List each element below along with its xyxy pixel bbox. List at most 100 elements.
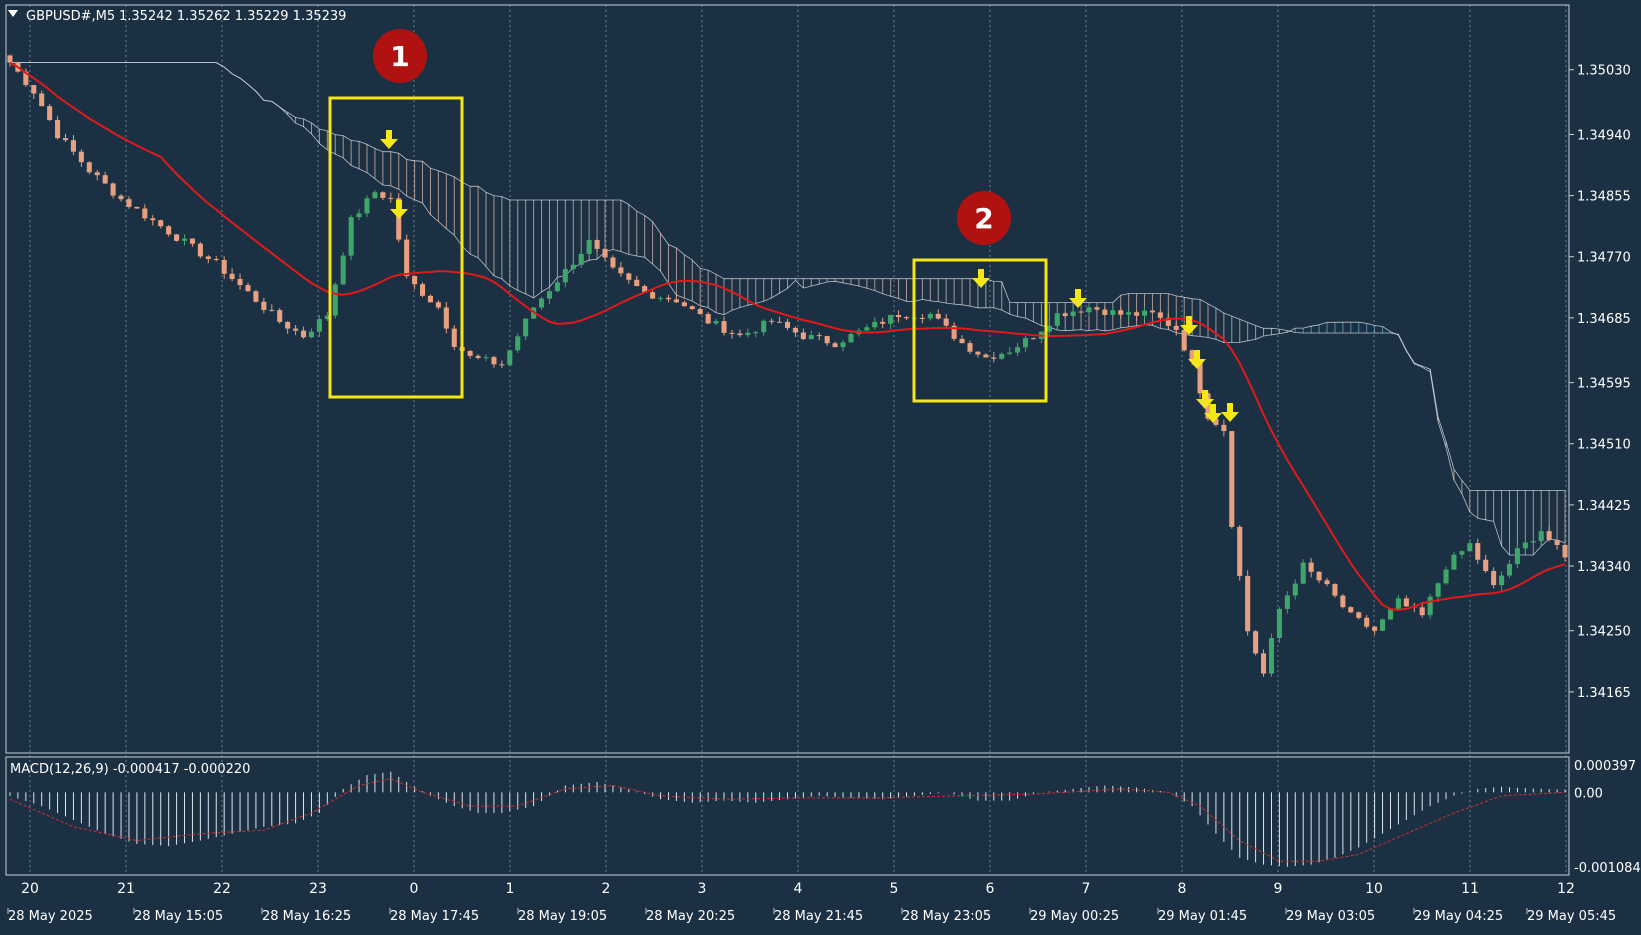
candle <box>1086 304 1092 316</box>
candle <box>1197 359 1203 398</box>
candle-body <box>316 319 322 332</box>
candle-body <box>174 234 180 241</box>
price-panel[interactable] <box>5 4 1570 875</box>
candle-body <box>848 334 854 343</box>
candle-body <box>348 217 354 256</box>
candle-body <box>546 291 553 299</box>
candle <box>777 316 783 323</box>
candle <box>1443 566 1449 585</box>
candle <box>1070 305 1076 317</box>
candle-body <box>1022 338 1029 348</box>
candle <box>261 297 267 314</box>
candle <box>991 351 997 363</box>
candle-body <box>269 309 275 311</box>
candle <box>1118 307 1124 319</box>
price-axis-label: 1.34685 <box>1577 312 1631 327</box>
candle-body <box>1443 569 1449 584</box>
candle <box>721 316 727 336</box>
candle-body <box>205 256 211 260</box>
candle <box>673 293 679 303</box>
price-axis-label: 1.34165 <box>1577 686 1631 701</box>
candle-body <box>594 240 600 249</box>
candle-body <box>689 306 695 310</box>
candle <box>47 103 53 122</box>
hour-label: 0 <box>410 881 419 897</box>
ichimoku-cloud <box>10 62 1566 556</box>
candle <box>427 294 434 303</box>
candle <box>848 332 854 343</box>
menu-triangle-icon[interactable] <box>8 10 18 17</box>
hour-label: 2 <box>602 881 611 897</box>
candle-body <box>324 315 330 320</box>
price-axis-label: 1.34855 <box>1577 190 1631 205</box>
candle-body <box>253 291 259 302</box>
candle <box>340 252 346 286</box>
candle <box>110 182 116 199</box>
moving-average-line <box>9 61 1566 612</box>
candle <box>1491 567 1497 589</box>
candle-body <box>1046 325 1052 332</box>
candle-body <box>1395 598 1401 610</box>
candle-body <box>55 120 61 139</box>
hour-label: 10 <box>1365 881 1383 897</box>
candle <box>380 191 386 201</box>
candle <box>562 269 568 288</box>
candle <box>943 314 949 329</box>
candle <box>1467 539 1473 553</box>
candle-body <box>1538 531 1544 542</box>
candle-body <box>1030 338 1036 340</box>
candle-body <box>753 332 759 334</box>
candle-body <box>229 273 235 280</box>
candle <box>483 354 489 362</box>
candle-body <box>1292 583 1298 596</box>
candle-body <box>705 314 711 324</box>
candle-body <box>189 238 195 244</box>
candle <box>1483 554 1489 574</box>
candle-body <box>816 335 822 337</box>
candle-body <box>1491 571 1497 586</box>
candle-body <box>39 93 45 107</box>
time-axis-label: 28 May 20:25 <box>646 909 735 924</box>
candle <box>808 330 814 340</box>
candle-body <box>1332 584 1338 596</box>
candle <box>1078 311 1084 314</box>
candle-body <box>1062 313 1068 317</box>
candle-body <box>1173 325 1179 330</box>
candle <box>78 149 84 167</box>
candle-body <box>1015 347 1021 353</box>
candle <box>602 248 608 262</box>
candle-body <box>70 140 76 152</box>
candle <box>134 206 140 209</box>
candle <box>634 275 640 287</box>
candle <box>1276 607 1282 643</box>
candle <box>213 256 219 262</box>
candle <box>1427 593 1433 619</box>
candle <box>412 275 418 290</box>
candle-body <box>1506 564 1513 576</box>
candle <box>658 296 664 302</box>
candle <box>1165 313 1171 330</box>
candle-body <box>769 320 775 322</box>
candle-body <box>562 269 568 283</box>
candle-body <box>927 313 933 319</box>
candle-body <box>642 286 648 293</box>
candle-body <box>412 276 418 285</box>
candle-body <box>443 307 449 329</box>
candle-body <box>1316 571 1322 581</box>
candle-body <box>1007 352 1013 354</box>
candle <box>610 255 616 270</box>
candle <box>1134 310 1140 321</box>
macd-panel[interactable] <box>5 756 1570 876</box>
price-axis-label: 1.34250 <box>1577 625 1631 640</box>
candle <box>650 290 656 299</box>
candle-body <box>824 336 830 344</box>
candle-body <box>1141 310 1148 316</box>
candle <box>816 332 822 341</box>
candle-body <box>1118 310 1124 315</box>
candle-body <box>181 238 188 241</box>
sell-signal-arrow-icon <box>1196 390 1214 409</box>
candle-body <box>94 172 100 176</box>
candle <box>388 192 394 203</box>
